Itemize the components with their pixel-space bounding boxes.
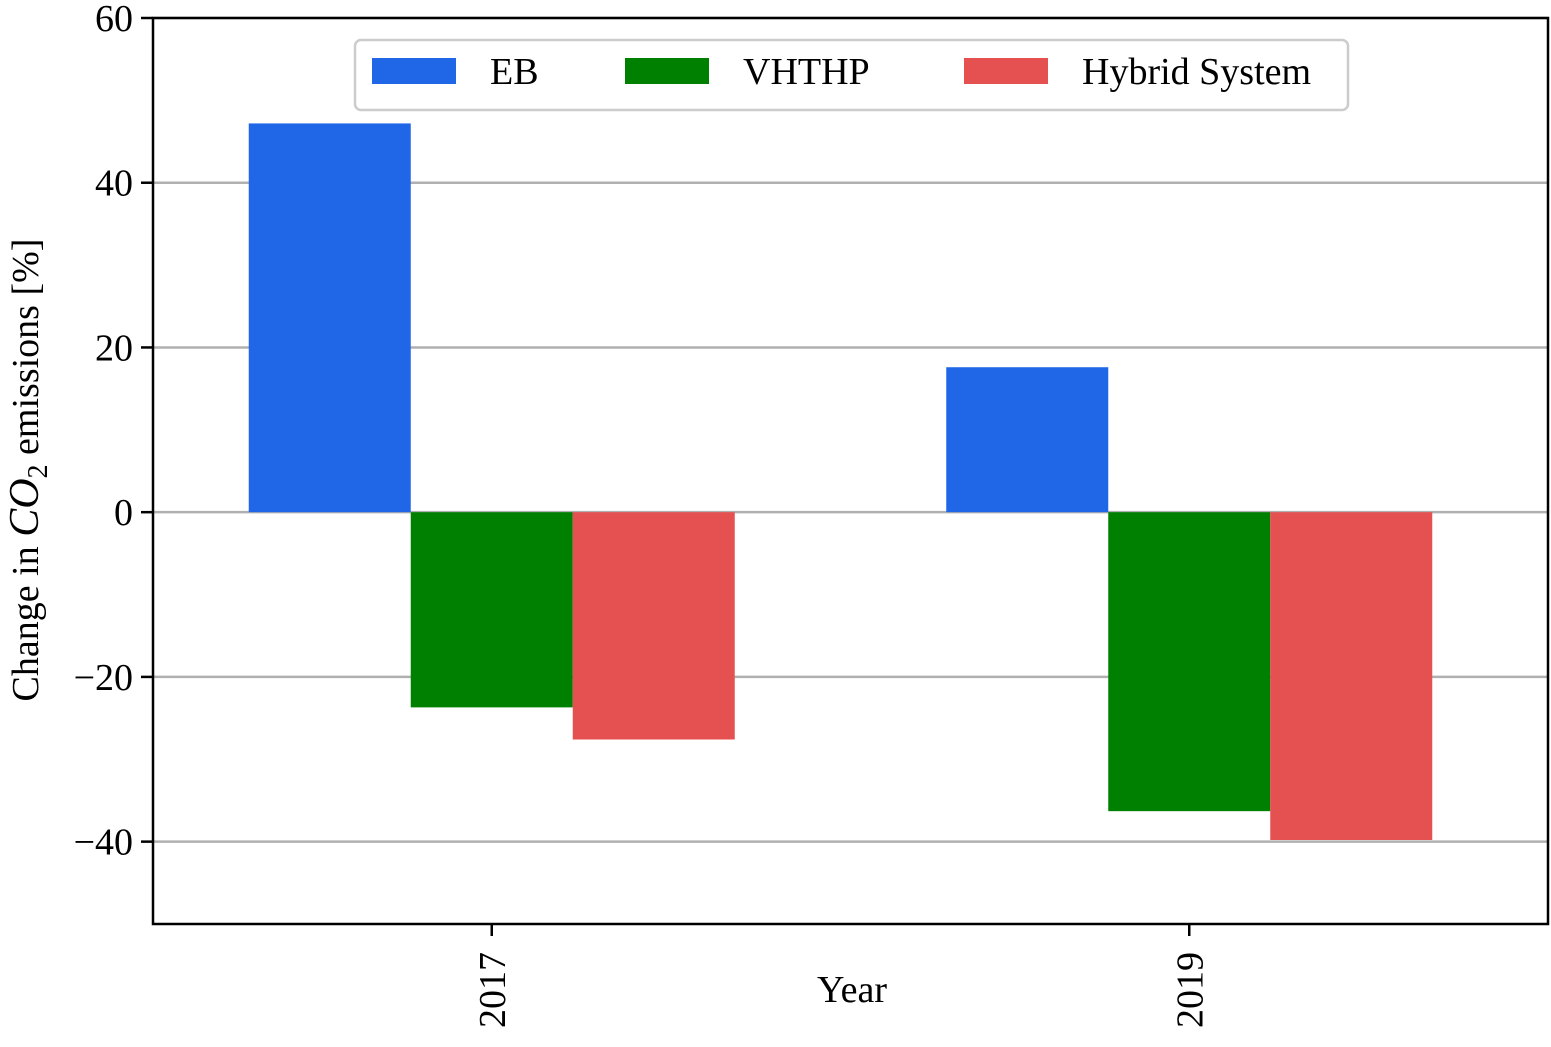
y-tick-label: 0	[114, 492, 133, 534]
bar-hybrid-system-2019	[1270, 512, 1433, 840]
bar-vhthp-2017	[410, 512, 573, 708]
legend-label: EB	[490, 51, 539, 93]
axes: 2017 2019 60 40 20 0 −20 −40	[74, 0, 1550, 1028]
y-axis-title: Change in CO2 emissions [%]	[2, 239, 54, 702]
y-axis-title-suffix: emissions [%]	[5, 239, 47, 465]
legend-label: VHTHP	[743, 51, 870, 93]
bars	[248, 123, 1433, 840]
plot-frame	[151, 16, 1550, 926]
x-tick-label: 2019	[1169, 952, 1211, 1028]
y-tick-label: 20	[95, 327, 133, 369]
axis-labels: Year Change in CO2 emissions [%]	[2, 239, 887, 1011]
y-tick-label: 40	[95, 163, 133, 205]
bar-eb-2019	[946, 367, 1109, 513]
legend: EB VHTHP Hybrid System	[353, 38, 1350, 112]
legend-swatch-hybrid-system	[964, 58, 1048, 84]
y-tick-label: −20	[74, 657, 133, 699]
y-tick-label: −40	[74, 822, 133, 864]
legend-label: Hybrid System	[1082, 51, 1311, 93]
bar-vhthp-2019	[1108, 512, 1271, 812]
legend-box	[353, 38, 1350, 112]
legend-swatch-vhthp	[625, 58, 709, 84]
x-tick-label: 2017	[472, 952, 514, 1028]
x-axis-title: Year	[817, 969, 887, 1011]
y-tick-label: 60	[95, 0, 133, 40]
bar-eb-2017	[248, 123, 411, 513]
y-axis-title-formula: CO	[2, 478, 48, 536]
bar-hybrid-system-2017	[572, 512, 735, 740]
legend-swatch-eb	[372, 58, 456, 84]
y-axis-title-prefix: Change in	[5, 537, 47, 702]
y-axis-title-subscript: 2	[23, 464, 54, 478]
